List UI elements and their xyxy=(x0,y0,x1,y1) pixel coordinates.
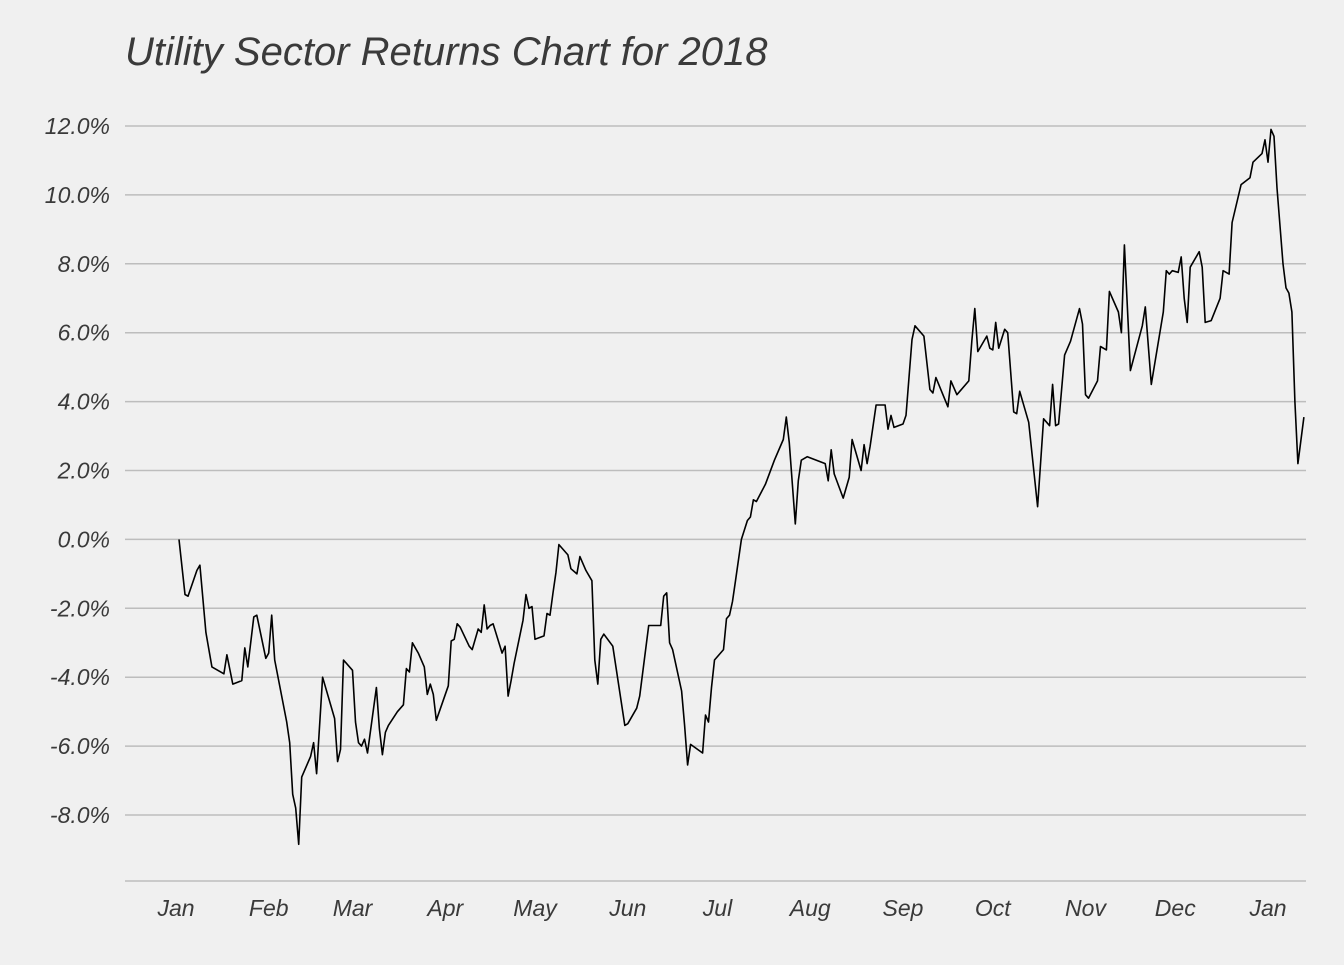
chart-title: Utility Sector Returns Chart for 2018 xyxy=(125,30,768,74)
x-tick-label: Nov xyxy=(1065,895,1107,921)
x-tick-label: Mar xyxy=(333,895,374,921)
x-tick-label: May xyxy=(513,895,558,921)
y-tick-label: -2.0% xyxy=(50,595,110,621)
y-tick-label: 0.0% xyxy=(58,526,110,552)
x-tick-label: Oct xyxy=(975,895,1012,921)
x-axis-ticks: Jan Feb Mar Apr May Jun Jul Aug Sep Oct Nov Dec Jan xyxy=(156,895,1286,921)
x-tick-label: Dec xyxy=(1155,895,1196,921)
y-tick-label: 2.0% xyxy=(57,458,110,484)
y-tick-label: 4.0% xyxy=(58,389,110,415)
x-tick-label: Jun xyxy=(608,895,646,921)
grid-lines xyxy=(125,125,1306,816)
x-tick-label: Feb xyxy=(249,895,289,921)
x-tick-label: Apr xyxy=(425,895,464,921)
y-tick-label: 8.0% xyxy=(58,251,110,277)
x-tick-label: Sep xyxy=(883,895,924,921)
y-tick-label: -6.0% xyxy=(50,733,110,759)
x-tick-label: Aug xyxy=(788,895,831,921)
y-tick-label: 12.0% xyxy=(45,113,110,139)
y-tick-label: 6.0% xyxy=(58,320,110,346)
y-axis-ticks: -8.0% -6.0% -4.0% -2.0% 0.0% 2.0% 4.0% 6.0% 8.0%… xyxy=(45,113,110,828)
x-tick-label: Jul xyxy=(702,895,733,921)
y-tick-label: -4.0% xyxy=(50,664,110,690)
y-tick-label: 10.0% xyxy=(45,182,110,208)
x-tick-label: Jan xyxy=(1248,895,1286,921)
series-line xyxy=(178,128,1305,846)
y-tick-label: -8.0% xyxy=(50,802,110,828)
x-tick-label: Jan xyxy=(156,895,194,921)
